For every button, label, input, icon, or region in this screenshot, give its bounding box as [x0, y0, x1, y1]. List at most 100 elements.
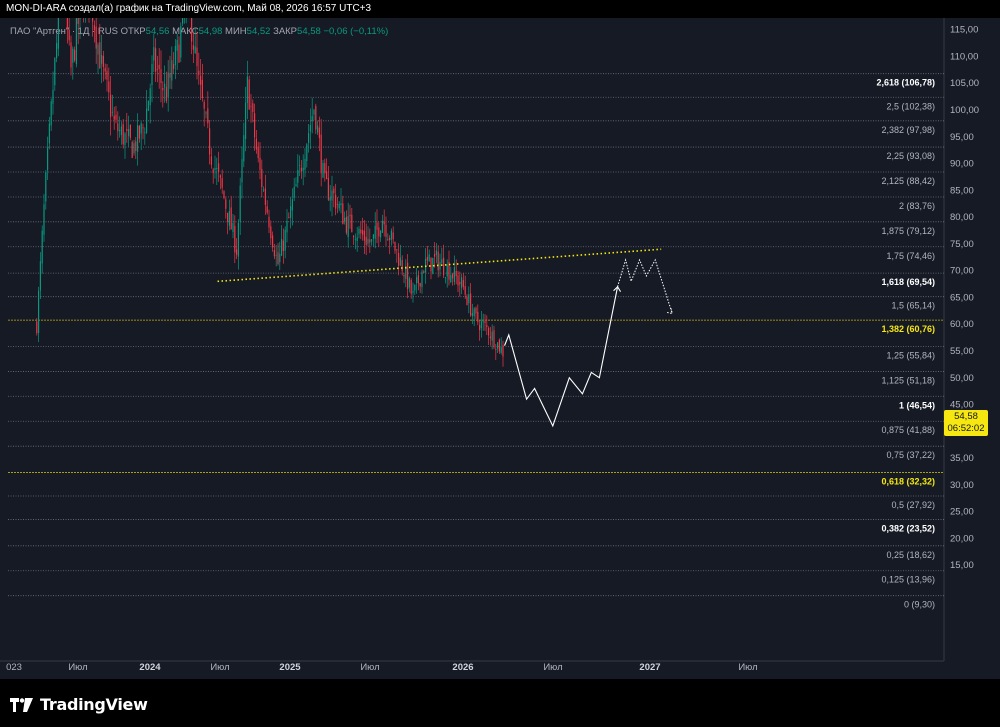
candle-body — [111, 111, 113, 113]
candle-body — [54, 58, 56, 86]
candle-body — [464, 286, 466, 295]
candle-body — [118, 129, 121, 132]
candle-body — [117, 123, 119, 132]
candle-body — [261, 168, 263, 187]
candle-body — [135, 141, 137, 152]
candle-body — [381, 220, 383, 233]
candle-body — [221, 178, 223, 188]
candle-body — [361, 230, 364, 235]
candle-body — [336, 204, 338, 205]
last-price-tag: 54,58 06:52:02 — [944, 410, 988, 436]
candle-body — [387, 239, 389, 241]
candle-body — [459, 281, 461, 285]
projection-path — [504, 286, 619, 428]
price-tick-label: 90,00 — [950, 159, 974, 170]
candle-body — [284, 229, 286, 251]
candle-body — [342, 203, 344, 225]
candle-body — [124, 133, 126, 146]
candle-body — [360, 229, 362, 234]
candle-body — [298, 164, 301, 166]
candle-body — [307, 133, 310, 143]
candle-body — [475, 307, 477, 314]
candle-body — [385, 224, 387, 237]
candle-body — [79, 18, 81, 19]
candle-body — [104, 68, 106, 72]
candle-body — [257, 146, 259, 159]
candle-body — [149, 88, 151, 106]
candle-body — [268, 216, 270, 228]
candle-body — [430, 257, 432, 272]
candle-body — [165, 87, 167, 102]
candle-body — [394, 241, 396, 251]
candle-body — [109, 94, 112, 117]
candle-body — [316, 125, 319, 133]
candle-body — [315, 105, 317, 130]
candle-body — [437, 251, 439, 271]
candle-body — [324, 163, 326, 174]
candle-body — [471, 312, 473, 317]
candle-body — [473, 308, 475, 317]
candle-body — [279, 253, 281, 263]
candle-body — [270, 226, 272, 239]
candle-body — [151, 64, 153, 86]
candle-body — [43, 204, 45, 235]
candle-body — [295, 184, 297, 187]
candle-body — [401, 260, 403, 272]
candle-body — [91, 18, 94, 22]
fib-level-label: 0,5 (27,92) — [891, 500, 935, 510]
candle-body — [491, 331, 493, 341]
candle-body — [223, 191, 225, 198]
candle-body — [480, 321, 482, 329]
candle-body — [396, 249, 398, 251]
candle-body — [241, 159, 243, 183]
candle-body — [478, 324, 481, 331]
candle-body — [156, 69, 158, 71]
candle-body — [225, 199, 227, 209]
candle-body — [484, 321, 486, 324]
drawings-layer — [217, 248, 673, 428]
candle-body — [365, 236, 367, 245]
candle-body — [136, 125, 139, 152]
candle-body — [174, 45, 176, 66]
candle-body — [313, 109, 315, 115]
fib-level-label: 1 (46,54) — [899, 400, 935, 410]
candle-body — [367, 238, 369, 244]
price-chart[interactable]: 3 (121,00)2,618 (106,78)2,5 (102,38)2,38… — [0, 18, 1000, 679]
candle-body — [169, 73, 171, 78]
candle-body — [426, 256, 428, 261]
candle-body — [441, 259, 443, 264]
candle-body — [264, 188, 266, 205]
bar-countdown: 06:52:02 — [947, 423, 985, 434]
price-tick-label: 75,00 — [950, 239, 974, 250]
tradingview-logo[interactable]: TradingView — [10, 695, 148, 714]
candle-body — [291, 199, 293, 211]
fib-level-label: 0,382 (23,52) — [881, 524, 935, 534]
candle-body — [451, 273, 454, 279]
footer-bar: TradingView — [0, 679, 1000, 727]
candle-body — [154, 48, 157, 72]
price-tick-label: 60,00 — [950, 319, 974, 330]
fib-level-label: 2,618 (106,78) — [876, 78, 935, 88]
candle-body — [415, 277, 418, 284]
close-value: 54,58 — [297, 26, 321, 37]
candle-body — [428, 254, 430, 262]
projection-arrowhead — [613, 285, 622, 292]
candle-body — [397, 253, 400, 266]
candle-body — [280, 238, 283, 256]
candle-body — [340, 203, 342, 206]
candle-body — [228, 211, 230, 226]
candle-body — [190, 18, 193, 42]
candle-body — [45, 172, 47, 202]
candle-body — [171, 60, 173, 81]
candle-body — [126, 128, 128, 131]
candle-body — [338, 203, 340, 209]
candle-body — [487, 327, 490, 336]
candle-body — [194, 46, 196, 53]
candle-body — [113, 115, 115, 120]
candle-body — [75, 18, 77, 65]
price-tick-label: 25,00 — [950, 507, 974, 518]
candle-body — [408, 278, 410, 288]
candle-body — [306, 144, 308, 162]
candle-body — [129, 124, 131, 138]
price-tick-label: 20,00 — [950, 533, 974, 544]
